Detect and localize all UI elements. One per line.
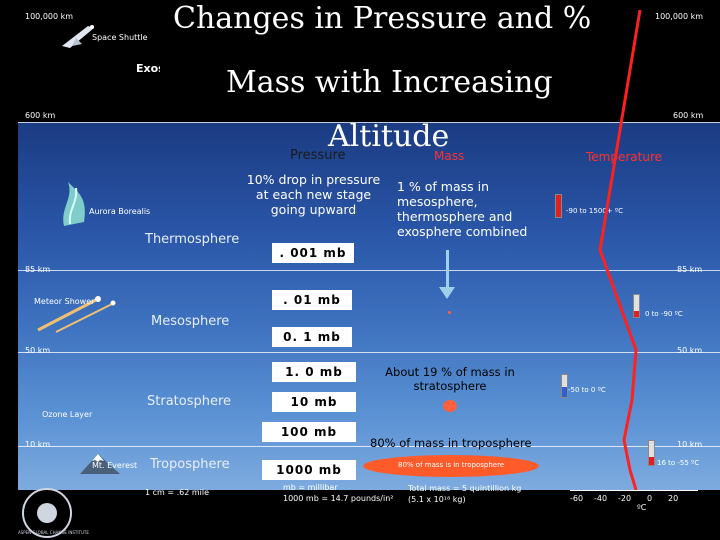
troposphere-ellipse-text: 80% of mass is in troposphere bbox=[398, 461, 505, 469]
mass-note-upper: 1 % of mass in mesosphere, thermosphere … bbox=[397, 179, 528, 239]
axis-tick-1: -60 bbox=[570, 494, 584, 503]
mb-definition-2: 1000 mb = 14.7 pounds/in² bbox=[283, 494, 394, 503]
mesosphere-label: Mesosphere bbox=[151, 314, 230, 329]
altitude-label-10-right: 10 km bbox=[677, 440, 703, 449]
pressure-value-0-1: 0. 1 mb bbox=[272, 327, 352, 347]
thermometer-thermosphere-icon bbox=[555, 194, 562, 218]
altitude-label-50-right: 50 km bbox=[677, 346, 703, 355]
title-line-2: Mass with Increasing bbox=[226, 65, 553, 100]
temperature-axis bbox=[570, 490, 698, 491]
axis-unit: ºC bbox=[637, 503, 647, 512]
footer-bar bbox=[0, 490, 720, 540]
mass-dot-stratosphere bbox=[443, 400, 457, 412]
stratosphere-label: Stratosphere bbox=[147, 394, 232, 409]
scale-text: 1 cm = .62 mile bbox=[145, 488, 210, 497]
mass-header: Mass bbox=[434, 149, 465, 163]
axis-tick-5: 20 bbox=[668, 494, 679, 503]
axis-tick-3: -20 bbox=[618, 494, 632, 503]
altitude-line-85 bbox=[18, 270, 720, 271]
thermosphere-label: Thermosphere bbox=[145, 232, 240, 247]
temp-stratosphere: -50 to 0 ºC bbox=[568, 386, 606, 394]
meteor-icon bbox=[37, 296, 116, 333]
title-backdrop bbox=[160, 0, 612, 122]
total-mass-2: (5.1 x 10¹⁸ kg) bbox=[408, 495, 466, 504]
title-line-1: Changes in Pressure and % bbox=[173, 1, 592, 36]
temp-mesosphere: 0 to -90 ºC bbox=[645, 310, 683, 318]
mass-dot-mesosphere bbox=[448, 311, 451, 314]
altitude-label-50-left: 50 km bbox=[25, 346, 51, 355]
altitude-line-600 bbox=[18, 122, 720, 123]
pressure-value-001: . 001 mb bbox=[272, 243, 354, 263]
pressure-note: 10% drop in pressure at each new stage g… bbox=[246, 172, 381, 217]
thermometer-stratosphere-icon bbox=[561, 374, 568, 398]
meteor-label: Meteor Shower bbox=[34, 297, 95, 306]
altitude-label-600-left: 600 km bbox=[25, 111, 56, 120]
temperature-header: Temperature bbox=[586, 150, 663, 164]
aurora-label: Aurora Borealis bbox=[89, 207, 151, 216]
altitude-label-top-right: 100,000 km bbox=[655, 12, 704, 21]
pressure-value-1000: 1000 mb bbox=[262, 460, 356, 480]
mass-arrow-shaft bbox=[446, 250, 449, 288]
axis-tick-2: -40 bbox=[594, 494, 608, 503]
altitude-line-50 bbox=[18, 352, 720, 353]
altitude-label-top-left: 100,000 km bbox=[25, 12, 74, 21]
everest-label: Mt. Everest bbox=[92, 461, 138, 470]
aspen-logo-icon bbox=[22, 488, 72, 538]
altitude-line-10 bbox=[18, 446, 720, 447]
axis-tick-4: 0 bbox=[647, 494, 653, 503]
pressure-value-1-0: 1. 0 mb bbox=[272, 362, 356, 382]
pressure-value-01: . 01 mb bbox=[272, 290, 352, 310]
pressure-header: Pressure bbox=[290, 148, 346, 163]
mb-definition-1: mb = millibar bbox=[283, 483, 338, 492]
troposphere-label: Troposphere bbox=[150, 457, 230, 472]
space-shuttle-icon bbox=[62, 25, 94, 48]
temperature-curve bbox=[598, 9, 642, 491]
space-shuttle-label: Space Shuttle bbox=[92, 33, 148, 42]
mountain-icon bbox=[80, 454, 120, 474]
thermometer-mesosphere-icon bbox=[633, 294, 640, 318]
logo-text: ASPEN GLOBAL CHANGE INSTITUTE bbox=[18, 530, 89, 535]
mass-note-stratosphere: About 19 % of mass in stratosphere bbox=[385, 365, 515, 393]
mass-arrow-head-icon bbox=[439, 287, 455, 299]
altitude-label-85-right: 85 km bbox=[677, 265, 703, 274]
title-line-3: Altitude bbox=[328, 119, 450, 154]
atmosphere-background bbox=[18, 122, 720, 490]
altitude-label-600-right: 600 km bbox=[673, 111, 704, 120]
pressure-value-100: 100 mb bbox=[262, 422, 356, 442]
aurora-icon bbox=[63, 182, 85, 226]
mass-note-troposphere: 80% of mass in troposphere bbox=[370, 436, 532, 450]
altitude-label-10-left: 10 km bbox=[25, 440, 51, 449]
temp-troposphere: 16 to -55 ºC bbox=[657, 459, 700, 467]
ozone-label: Ozone Layer bbox=[42, 410, 93, 419]
pressure-value-10: 10 mb bbox=[272, 392, 356, 412]
altitude-label-85-left: 85 km bbox=[25, 265, 51, 274]
troposphere-mass-ellipse bbox=[363, 455, 539, 477]
temp-thermosphere: -90 to 1500+ ºC bbox=[566, 207, 624, 215]
total-mass-1: Total mass = 5 quintillion kg bbox=[408, 484, 522, 493]
thermometer-troposphere-icon bbox=[648, 440, 655, 466]
